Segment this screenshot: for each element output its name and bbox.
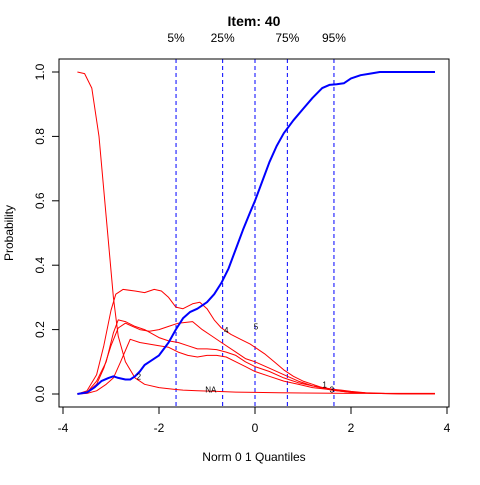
y-tick-label-0: 0.0 [33, 385, 47, 402]
y-axis-label: Probability [2, 205, 16, 261]
curve-label-3: 5 [254, 323, 259, 332]
x-axis: -4 -2 0 2 4 [58, 406, 451, 435]
percentile-label-3: 95% [322, 31, 346, 45]
x-tick-label-2: 0 [252, 421, 259, 435]
x-tick-label-3: 2 [348, 421, 355, 435]
y-tick-label-3: 0.6 [33, 192, 47, 209]
option-curve-2 [77, 338, 435, 395]
series-lines [77, 71, 435, 395]
curve-labels: 2 NA 4 5 13 [137, 323, 335, 395]
percentile-lines: 5% 25% 75% 95% [167, 31, 346, 407]
chart-title: Item: 40 [228, 13, 281, 29]
curve-label-4: 1 [322, 381, 327, 390]
percentile-label-2: 75% [275, 31, 299, 45]
option-curve-0 [77, 71, 435, 394]
x-tick-label-0: -4 [58, 421, 69, 435]
y-axis: 0.0 0.2 0.4 0.6 0.8 1.0 [33, 63, 60, 402]
key-option-curve [77, 71, 435, 395]
curve-label-2: 4 [224, 326, 229, 335]
x-tick-label-1: -2 [154, 421, 165, 435]
curve-label-0: 2 [137, 373, 142, 382]
x-tick-label-4: 4 [444, 421, 451, 435]
y-tick-label-5: 1.0 [33, 63, 47, 80]
y-tick-label-4: 0.8 [33, 128, 47, 145]
percentile-label-0: 5% [167, 31, 185, 45]
curve-label-1: NA [205, 385, 217, 394]
percentile-label-1: 25% [211, 31, 235, 45]
y-tick-label-2: 0.4 [33, 257, 47, 274]
y-tick-label-1: 0.2 [33, 321, 47, 338]
x-axis-label: Norm 0 1 Quantiles [202, 450, 305, 464]
option-curve-4 [77, 288, 435, 395]
curve-label-5: 3 [330, 385, 335, 394]
